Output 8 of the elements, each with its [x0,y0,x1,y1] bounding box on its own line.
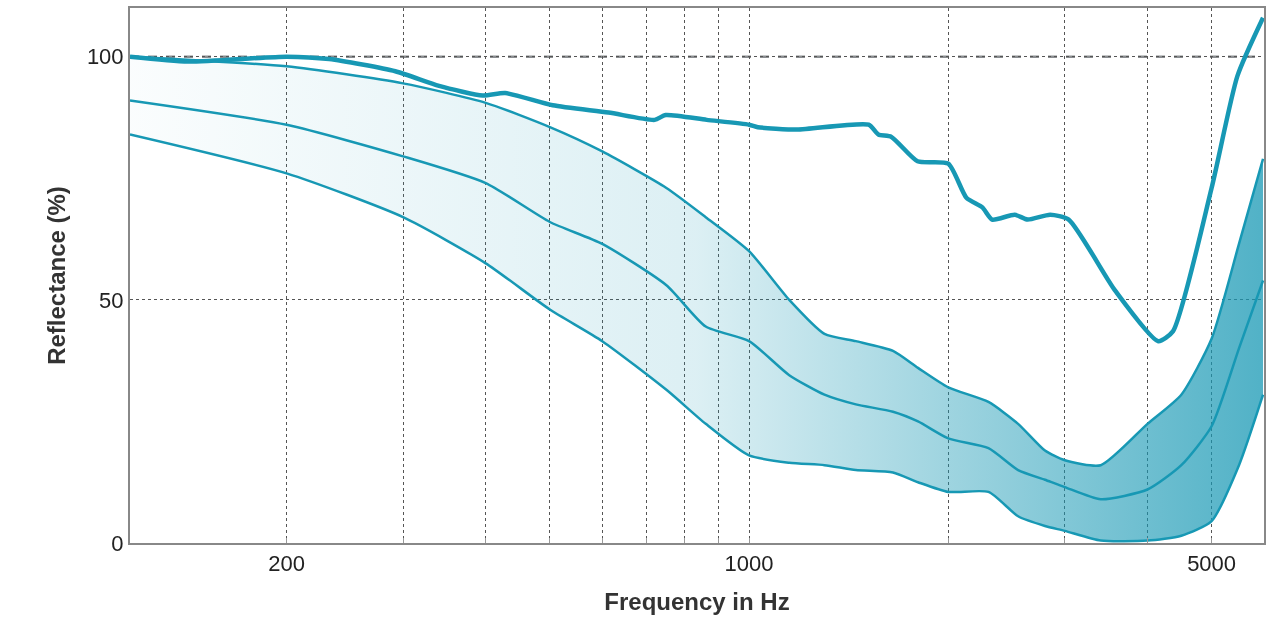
x-axis-title: Frequency in Hz [604,588,790,616]
x-tick-label: 1000 [724,551,774,577]
y-tick-label: 0 [111,530,124,556]
x-tick-label: 5000 [1187,551,1237,577]
y-axis-title: Reflectance (%) [43,186,71,365]
y-tick-label: 50 [99,287,124,313]
x-tick-label: 200 [268,551,305,577]
y-tick-label: 100 [86,44,124,70]
